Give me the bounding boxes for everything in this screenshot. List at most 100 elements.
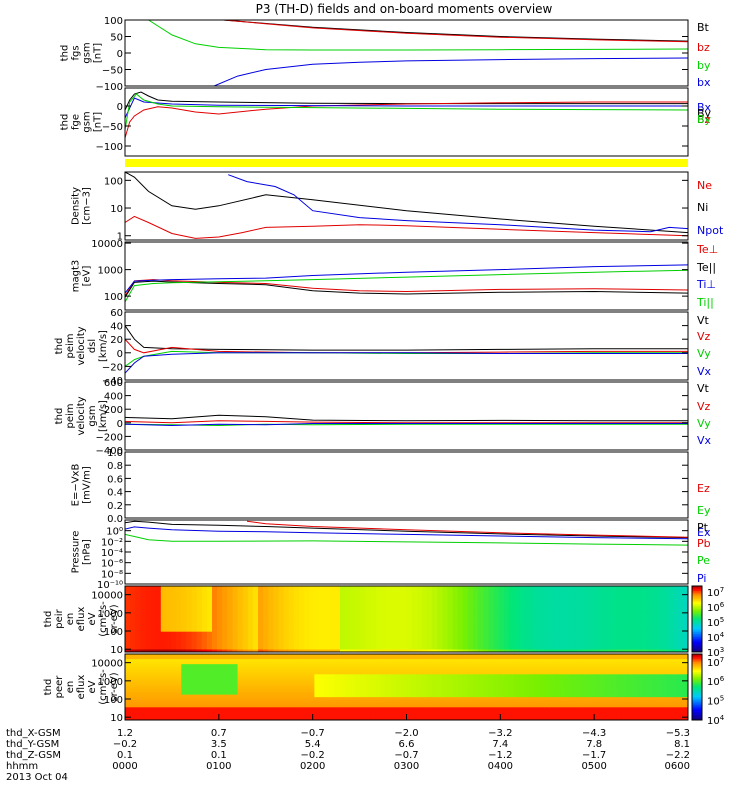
spectrogram-cell xyxy=(283,666,290,670)
spectrogram-cell xyxy=(360,709,367,713)
spectrogram-cell xyxy=(263,603,269,607)
spectrogram-cell xyxy=(324,674,331,678)
spectrogram-cell xyxy=(565,639,571,643)
spectrogram-cell xyxy=(370,654,377,658)
spectrogram-cell xyxy=(467,666,474,670)
spectrogram-cell xyxy=(165,639,172,643)
spectrogram-cell xyxy=(273,606,280,610)
spectrogram-cell xyxy=(345,661,351,665)
spectrogram-cell xyxy=(329,586,336,590)
legend-Te⊥: Te⊥ xyxy=(696,243,718,256)
spectrogram-cell xyxy=(452,681,459,686)
spectrogram-cell xyxy=(467,709,474,713)
spectrogram-cell xyxy=(155,649,162,652)
spectrogram-cell xyxy=(442,684,449,688)
spectrogram-cell xyxy=(145,694,152,698)
legend-bx: bx xyxy=(697,76,711,89)
spectrogram-cell xyxy=(488,606,495,610)
spectrogram-cell xyxy=(171,606,177,610)
spectrogram-cell xyxy=(426,702,433,706)
spectrogram-cell xyxy=(375,674,382,678)
spectrogram-cell xyxy=(186,588,193,592)
spectrogram-cell xyxy=(324,606,331,610)
spectrogram-cell xyxy=(171,684,177,688)
spectrogram-cell xyxy=(171,621,177,625)
spectrogram-cell xyxy=(647,624,653,628)
spectrogram-cell xyxy=(186,679,193,683)
spectrogram-cell xyxy=(206,621,213,625)
spectrogram-cell xyxy=(636,646,643,651)
spectrogram-cell xyxy=(217,656,223,660)
spectrogram-cell xyxy=(176,593,182,597)
y-axis-label: peir xyxy=(54,608,65,628)
spectrogram-cell xyxy=(406,644,413,648)
spectrogram-cell xyxy=(462,644,469,648)
spectrogram-cell xyxy=(611,621,617,625)
y-axis-label: fgs xyxy=(71,45,82,60)
spectrogram-cell xyxy=(391,679,397,683)
spectrogram-cell xyxy=(293,676,300,680)
spectrogram-cell xyxy=(682,613,688,618)
spectrogram-cell xyxy=(437,697,443,701)
spectrogram-cell xyxy=(401,654,408,658)
spectrogram-cell xyxy=(467,679,474,683)
spectrogram-cell xyxy=(232,603,239,607)
series-line-bz xyxy=(223,20,688,43)
spectrogram-cell xyxy=(519,598,525,602)
spectrogram-cell xyxy=(662,626,669,630)
spectrogram-cell xyxy=(401,634,408,638)
spectrogram-cell xyxy=(273,631,280,635)
spectrogram-cell xyxy=(176,681,182,686)
spectrogram-cell xyxy=(252,631,259,635)
spectrogram-cell xyxy=(503,621,510,625)
spectrogram-cell xyxy=(155,593,162,597)
spectrogram-cell xyxy=(171,712,177,716)
spectrogram-cell xyxy=(155,621,162,625)
y-tick-label: −400 xyxy=(96,446,123,457)
spectrogram-cell xyxy=(150,687,157,691)
spectrogram-cell xyxy=(606,596,612,600)
spectrogram-cell xyxy=(345,624,351,628)
spectrogram-cell xyxy=(529,616,536,620)
spectrogram-cell xyxy=(621,608,628,612)
spectrogram-cell xyxy=(278,639,285,643)
spectrogram-cell xyxy=(222,593,228,597)
spectrogram-cell xyxy=(473,687,479,691)
spectrogram-cell xyxy=(457,588,464,592)
spectrogram-cell xyxy=(370,661,377,665)
spectrogram-cell xyxy=(386,694,392,698)
spectrogram-cell xyxy=(375,684,382,688)
spectrogram-cell xyxy=(432,636,438,640)
spectrogram-cell xyxy=(370,598,377,602)
spectrogram-cell xyxy=(217,704,223,708)
spectrogram-cell xyxy=(150,694,157,698)
spectrogram-cell xyxy=(299,606,305,610)
spectrogram-cell xyxy=(268,588,275,592)
spectrogram-cell xyxy=(278,717,285,720)
spectrogram-cell xyxy=(212,674,218,678)
spectrogram-cell xyxy=(329,603,336,607)
spectrogram-cell xyxy=(135,656,141,660)
spectrogram-cell xyxy=(437,694,443,698)
spectrogram-cell xyxy=(278,699,285,703)
spectrogram-cell xyxy=(641,608,648,612)
spectrogram-cell xyxy=(493,613,500,618)
spectrogram-cell xyxy=(145,656,152,660)
spectrogram-cell xyxy=(206,613,213,618)
spectrogram-cell xyxy=(222,616,228,620)
spectrogram-cell xyxy=(652,639,658,643)
spectrogram-cell xyxy=(196,717,203,720)
spectrogram-cell xyxy=(426,601,433,605)
spectrogram-cell xyxy=(288,702,295,706)
spectrogram-cell xyxy=(662,631,669,635)
spectrogram-cell xyxy=(478,613,484,618)
spectrogram-cell xyxy=(278,689,285,693)
spectrogram-cell xyxy=(324,659,331,663)
spectrogram-cell xyxy=(278,621,285,625)
spectrogram-cell xyxy=(606,611,612,615)
spectrogram-cell xyxy=(155,659,162,663)
spectrogram-cell xyxy=(355,636,362,640)
spectrogram-cell xyxy=(252,603,259,607)
spectrogram-cell xyxy=(155,624,162,628)
spectrogram-cell xyxy=(329,659,336,663)
